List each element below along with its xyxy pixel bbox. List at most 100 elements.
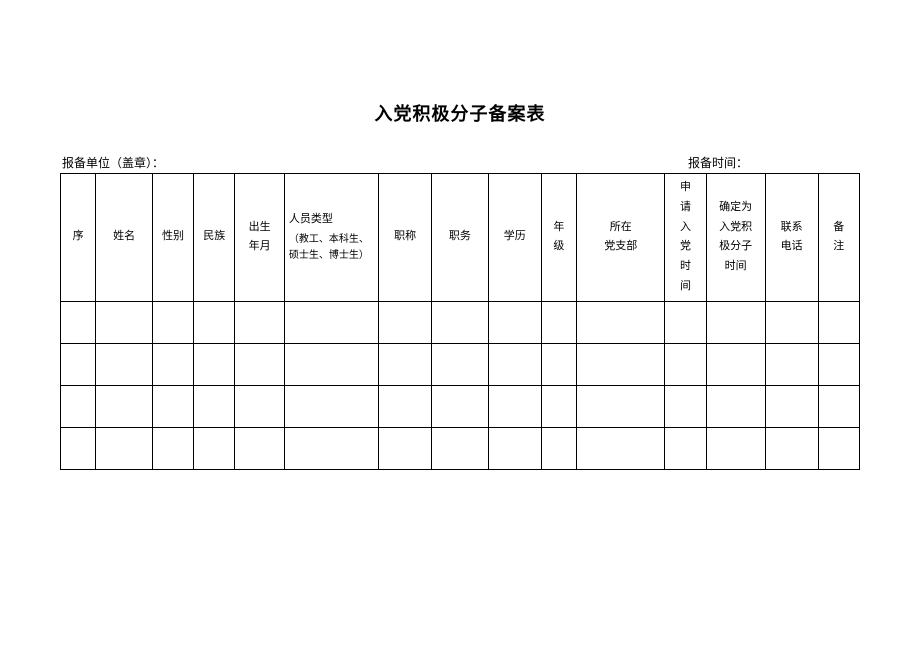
table-cell bbox=[706, 301, 765, 343]
table-cell bbox=[152, 343, 193, 385]
table-header-cell: 所在党支部 bbox=[577, 174, 665, 302]
header-text: 性别 bbox=[162, 230, 184, 242]
table-row bbox=[61, 343, 860, 385]
table-cell bbox=[818, 343, 859, 385]
table-cell bbox=[665, 343, 706, 385]
table-cell bbox=[284, 385, 378, 427]
table-row bbox=[61, 385, 860, 427]
table-row bbox=[61, 427, 860, 469]
table-header-cell: 姓名 bbox=[96, 174, 153, 302]
header-sub-text: （教工、本科生、硕士生、博士生） bbox=[287, 232, 376, 264]
table-cell bbox=[665, 427, 706, 469]
table-cell bbox=[665, 301, 706, 343]
table-cell bbox=[96, 343, 153, 385]
table-cell bbox=[541, 427, 576, 469]
table-cell bbox=[194, 427, 235, 469]
table-cell bbox=[432, 343, 489, 385]
table-cell bbox=[432, 427, 489, 469]
table-cell bbox=[488, 427, 541, 469]
table-header-cell: 出生年月 bbox=[235, 174, 284, 302]
table-cell bbox=[706, 427, 765, 469]
page-container: 入党积极分子备案表 报备单位（盖章）： 报备时间： 序 姓名 性别 民族 出生年月人员类… bbox=[0, 0, 920, 651]
table-cell bbox=[765, 385, 818, 427]
table-cell bbox=[541, 385, 576, 427]
table-cell bbox=[284, 343, 378, 385]
table-cell bbox=[818, 427, 859, 469]
header-text: 出生年月 bbox=[249, 221, 271, 253]
table-cell bbox=[194, 343, 235, 385]
registration-table: 序 姓名 性别 民族 出生年月人员类型 （教工、本科生、硕士生、博士生） 职称 职务 学历年级 所… bbox=[60, 173, 860, 470]
table-cell bbox=[152, 385, 193, 427]
table-header-cell: 确定为入党积极分子时间 bbox=[706, 174, 765, 302]
table-header-cell: 性别 bbox=[152, 174, 193, 302]
table-cell bbox=[235, 301, 284, 343]
table-cell bbox=[706, 343, 765, 385]
header-text: 申请入党时间 bbox=[680, 181, 691, 292]
table-header-cell: 序 bbox=[61, 174, 96, 302]
table-cell bbox=[488, 301, 541, 343]
table-cell bbox=[488, 385, 541, 427]
table-header-cell: 人员类型 （教工、本科生、硕士生、博士生） bbox=[284, 174, 378, 302]
header-text: 所在党支部 bbox=[604, 221, 637, 253]
table-cell bbox=[96, 301, 153, 343]
table-cell bbox=[577, 427, 665, 469]
header-text: 姓名 bbox=[113, 230, 135, 242]
table-cell bbox=[541, 343, 576, 385]
table-cell bbox=[765, 427, 818, 469]
table-header-cell: 联系电话 bbox=[765, 174, 818, 302]
header-text: 职称 bbox=[394, 230, 416, 242]
table-cell bbox=[577, 343, 665, 385]
header-text: 备注 bbox=[833, 221, 844, 253]
table-cell bbox=[235, 343, 284, 385]
report-unit-label: 报备单位（盖章）： bbox=[62, 154, 164, 171]
table-cell bbox=[152, 301, 193, 343]
table-cell bbox=[152, 427, 193, 469]
table-cell bbox=[235, 385, 284, 427]
table-cell bbox=[818, 385, 859, 427]
header-main-text: 人员类型 bbox=[287, 211, 376, 229]
header-text: 序 bbox=[73, 230, 84, 242]
header-text: 职务 bbox=[449, 230, 471, 242]
document-title: 入党积极分子备案表 bbox=[60, 100, 860, 126]
table-cell bbox=[284, 427, 378, 469]
table-cell bbox=[577, 301, 665, 343]
header-text: 民族 bbox=[203, 230, 225, 242]
table-cell bbox=[765, 343, 818, 385]
table-cell bbox=[665, 385, 706, 427]
table-cell bbox=[379, 427, 432, 469]
table-cell bbox=[379, 301, 432, 343]
report-time-label: 报备时间： bbox=[688, 154, 858, 171]
table-header-cell: 民族 bbox=[194, 174, 235, 302]
table-cell bbox=[96, 427, 153, 469]
table-cell bbox=[577, 385, 665, 427]
table-row bbox=[61, 301, 860, 343]
header-text: 联系电话 bbox=[781, 221, 803, 253]
table-cell bbox=[61, 427, 96, 469]
subtitle-row: 报备单位（盖章）： 报备时间： bbox=[60, 154, 860, 171]
table-cell bbox=[61, 301, 96, 343]
table-cell bbox=[541, 301, 576, 343]
table-header-cell: 职称 bbox=[379, 174, 432, 302]
table-cell bbox=[765, 301, 818, 343]
header-text: 年级 bbox=[553, 221, 564, 253]
table-cell bbox=[284, 301, 378, 343]
table-cell bbox=[818, 301, 859, 343]
table-cell bbox=[61, 385, 96, 427]
table-header-row: 序 姓名 性别 民族 出生年月人员类型 （教工、本科生、硕士生、博士生） 职称 职务 学历年级 所… bbox=[61, 174, 860, 302]
header-text: 确定为入党积极分子时间 bbox=[719, 201, 752, 272]
table-cell bbox=[432, 385, 489, 427]
table-cell bbox=[194, 301, 235, 343]
table-body bbox=[61, 301, 860, 469]
table-cell bbox=[379, 385, 432, 427]
table-cell bbox=[488, 343, 541, 385]
table-cell bbox=[96, 385, 153, 427]
table-cell bbox=[61, 343, 96, 385]
table-cell bbox=[706, 385, 765, 427]
table-header-cell: 备注 bbox=[818, 174, 859, 302]
table-cell bbox=[194, 385, 235, 427]
table-cell bbox=[235, 427, 284, 469]
table-header-cell: 职务 bbox=[432, 174, 489, 302]
table-cell bbox=[379, 343, 432, 385]
table-header-cell: 年级 bbox=[541, 174, 576, 302]
table-header-cell: 学历 bbox=[488, 174, 541, 302]
